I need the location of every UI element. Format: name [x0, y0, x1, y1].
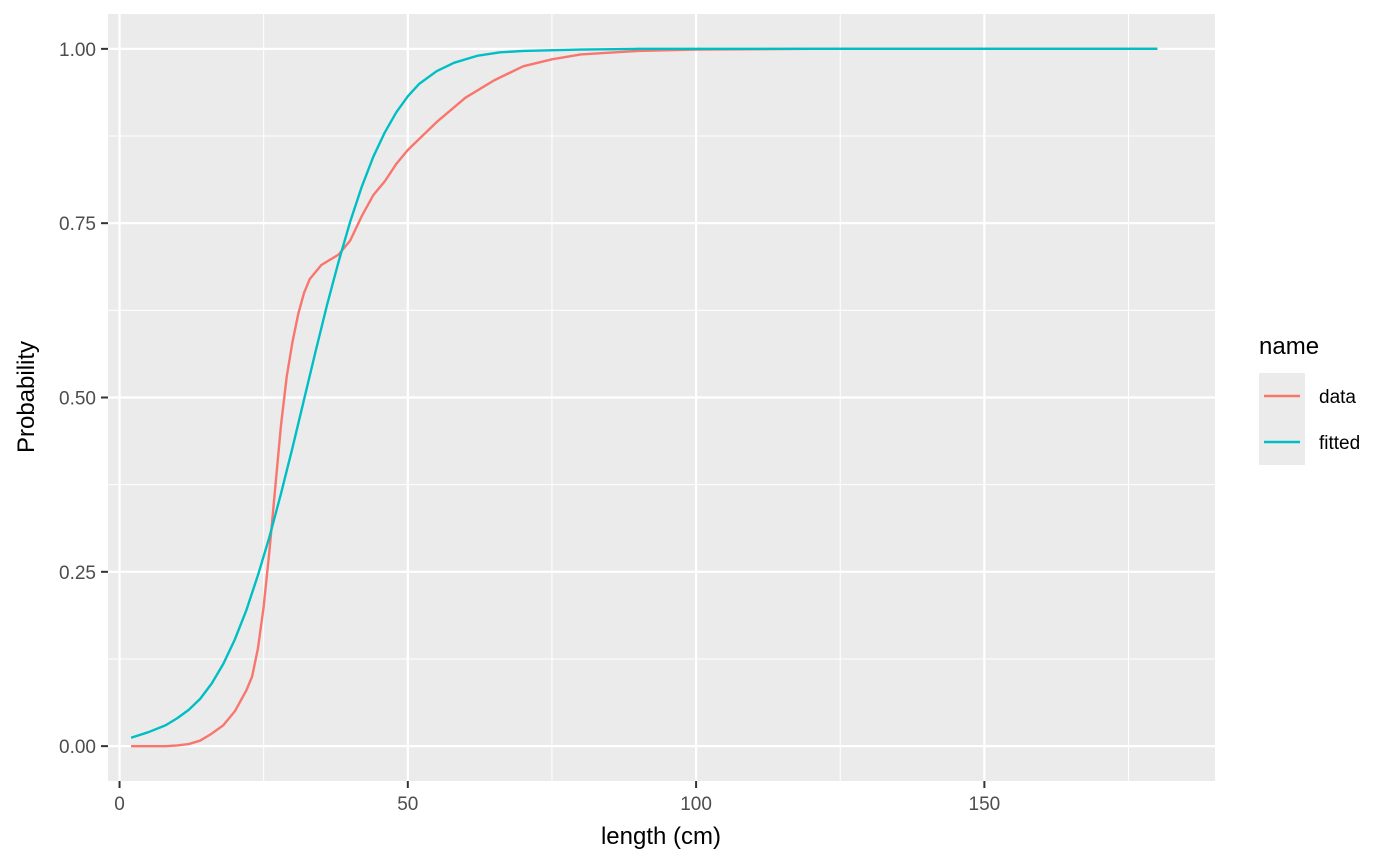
- x-tick-label: 100: [680, 794, 712, 815]
- series-line-data: [131, 47, 1158, 748]
- x-tick-label: 150: [969, 794, 1001, 815]
- y-tick-label: 1.00: [59, 40, 96, 61]
- series-lines: [130, 47, 1158, 748]
- y-tick-label: 0.00: [59, 737, 96, 758]
- series-line-fitted: [130, 47, 1158, 739]
- y-axis: 0.00 0.25 0.50 0.75 1.00: [59, 40, 108, 758]
- legend: name data fitted: [1259, 333, 1360, 465]
- x-axis: 0 50 100 150: [114, 781, 1000, 815]
- legend-title: name: [1259, 333, 1319, 360]
- legend-keys: data fitted: [1259, 373, 1360, 465]
- grid-major: [108, 14, 1215, 781]
- y-tick-label: 0.75: [59, 214, 96, 235]
- legend-label-fitted: fitted: [1319, 433, 1360, 454]
- y-tick-label: 0.50: [59, 389, 96, 410]
- x-axis-title: length (cm): [601, 823, 721, 850]
- legend-label-data: data: [1319, 387, 1356, 408]
- y-axis-title: Probability: [13, 341, 40, 453]
- y-tick-label: 0.25: [59, 563, 96, 584]
- x-tick-label: 0: [114, 794, 125, 815]
- x-tick-label: 50: [397, 794, 418, 815]
